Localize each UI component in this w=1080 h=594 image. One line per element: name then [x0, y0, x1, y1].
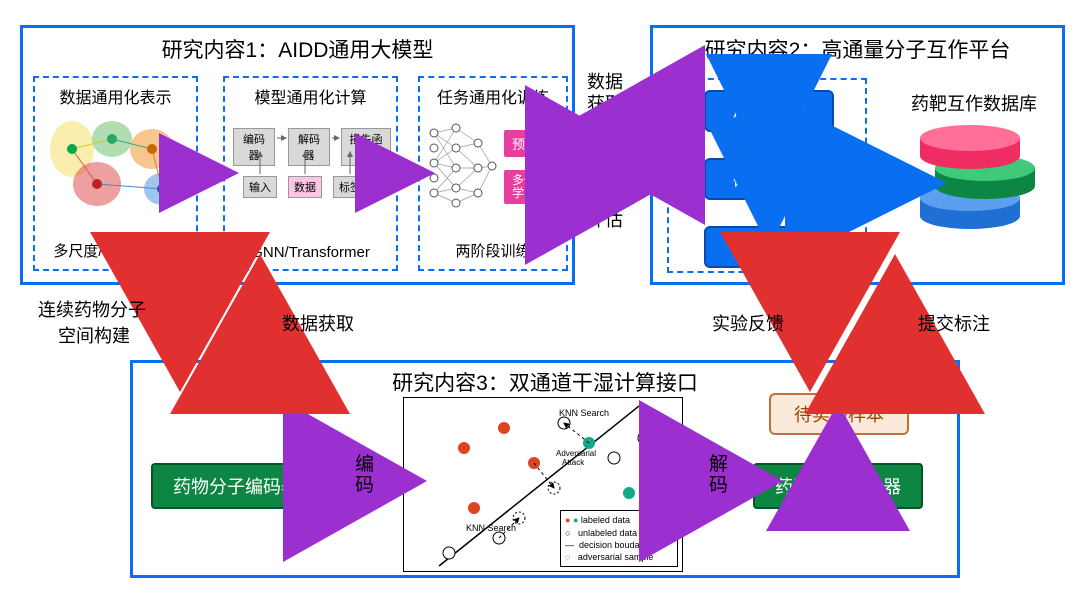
- panel-1: 研究内容1：AIDD通用大模型 数据通用化表示 多尺度/多维度图谱 模型通用化计…: [20, 25, 575, 285]
- lbl-rightup: 提交标注: [918, 310, 990, 336]
- code-label: 编 码: [355, 455, 374, 497]
- panel2-title: 研究内容2：高通量分子互作平台: [653, 34, 1062, 64]
- lbl-rightdown: 实验反馈: [712, 310, 784, 336]
- lbl-left2: 空间构建: [58, 322, 130, 348]
- mid-arrows: [575, 95, 655, 295]
- panel2-flow: 芯片设计 硬件优化 数据分析: [667, 78, 867, 273]
- lbl-leftup: 数据获取: [282, 310, 354, 336]
- db-label: 药靶互作数据库: [911, 90, 1037, 116]
- decode-label: 解 码: [709, 455, 728, 497]
- database-icon: [915, 120, 1055, 250]
- lbl-left1: 连续药物分子: [38, 296, 146, 322]
- panel-2: 研究内容2：高通量分子互作平台 芯片设计 硬件优化 数据分析 药靶互作数据库: [650, 25, 1065, 285]
- panel-3: 研究内容3：双通道干湿计算接口 药物分子编码器 药物分子解码器 待实验样本 KN…: [130, 360, 960, 578]
